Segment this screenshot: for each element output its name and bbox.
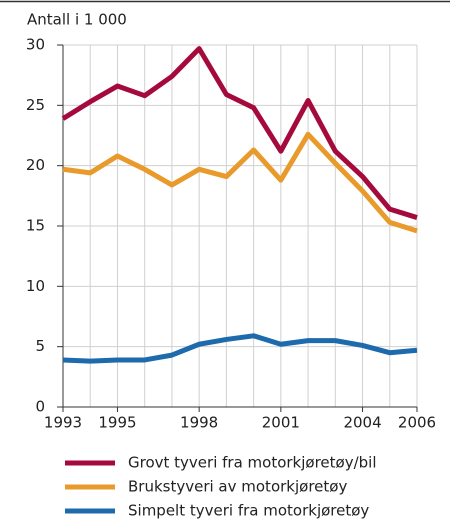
legend-label: Simpelt tyveri fra motorkjøretøy [128, 502, 369, 519]
y-axis-label: Antall i 1 000 [27, 11, 127, 29]
x-tick-label: 2006 [398, 414, 436, 432]
series-line [61, 46, 418, 220]
x-tick-label: 2004 [343, 414, 381, 432]
legend-label: Brukstyveri av motorkjøretøy [128, 478, 347, 496]
y-tick-label: 0 [35, 398, 45, 416]
series-line [62, 131, 418, 234]
legend-label: Grovt tyveri fra motorkjøretøy/bil [128, 454, 377, 472]
x-tick-label: 1993 [44, 414, 82, 432]
y-tick-label: 5 [35, 337, 45, 355]
y-tick-label: 30 [26, 36, 45, 54]
y-tick-label: 15 [26, 217, 45, 235]
y-tick-label: 25 [26, 96, 45, 114]
y-tick-label: 20 [26, 156, 45, 174]
series-line [62, 333, 418, 364]
y-tick-label: 10 [26, 277, 45, 295]
x-tick-label: 1995 [98, 414, 136, 432]
x-tick-label: 2001 [262, 414, 300, 432]
x-tick-label: 1998 [180, 414, 218, 432]
